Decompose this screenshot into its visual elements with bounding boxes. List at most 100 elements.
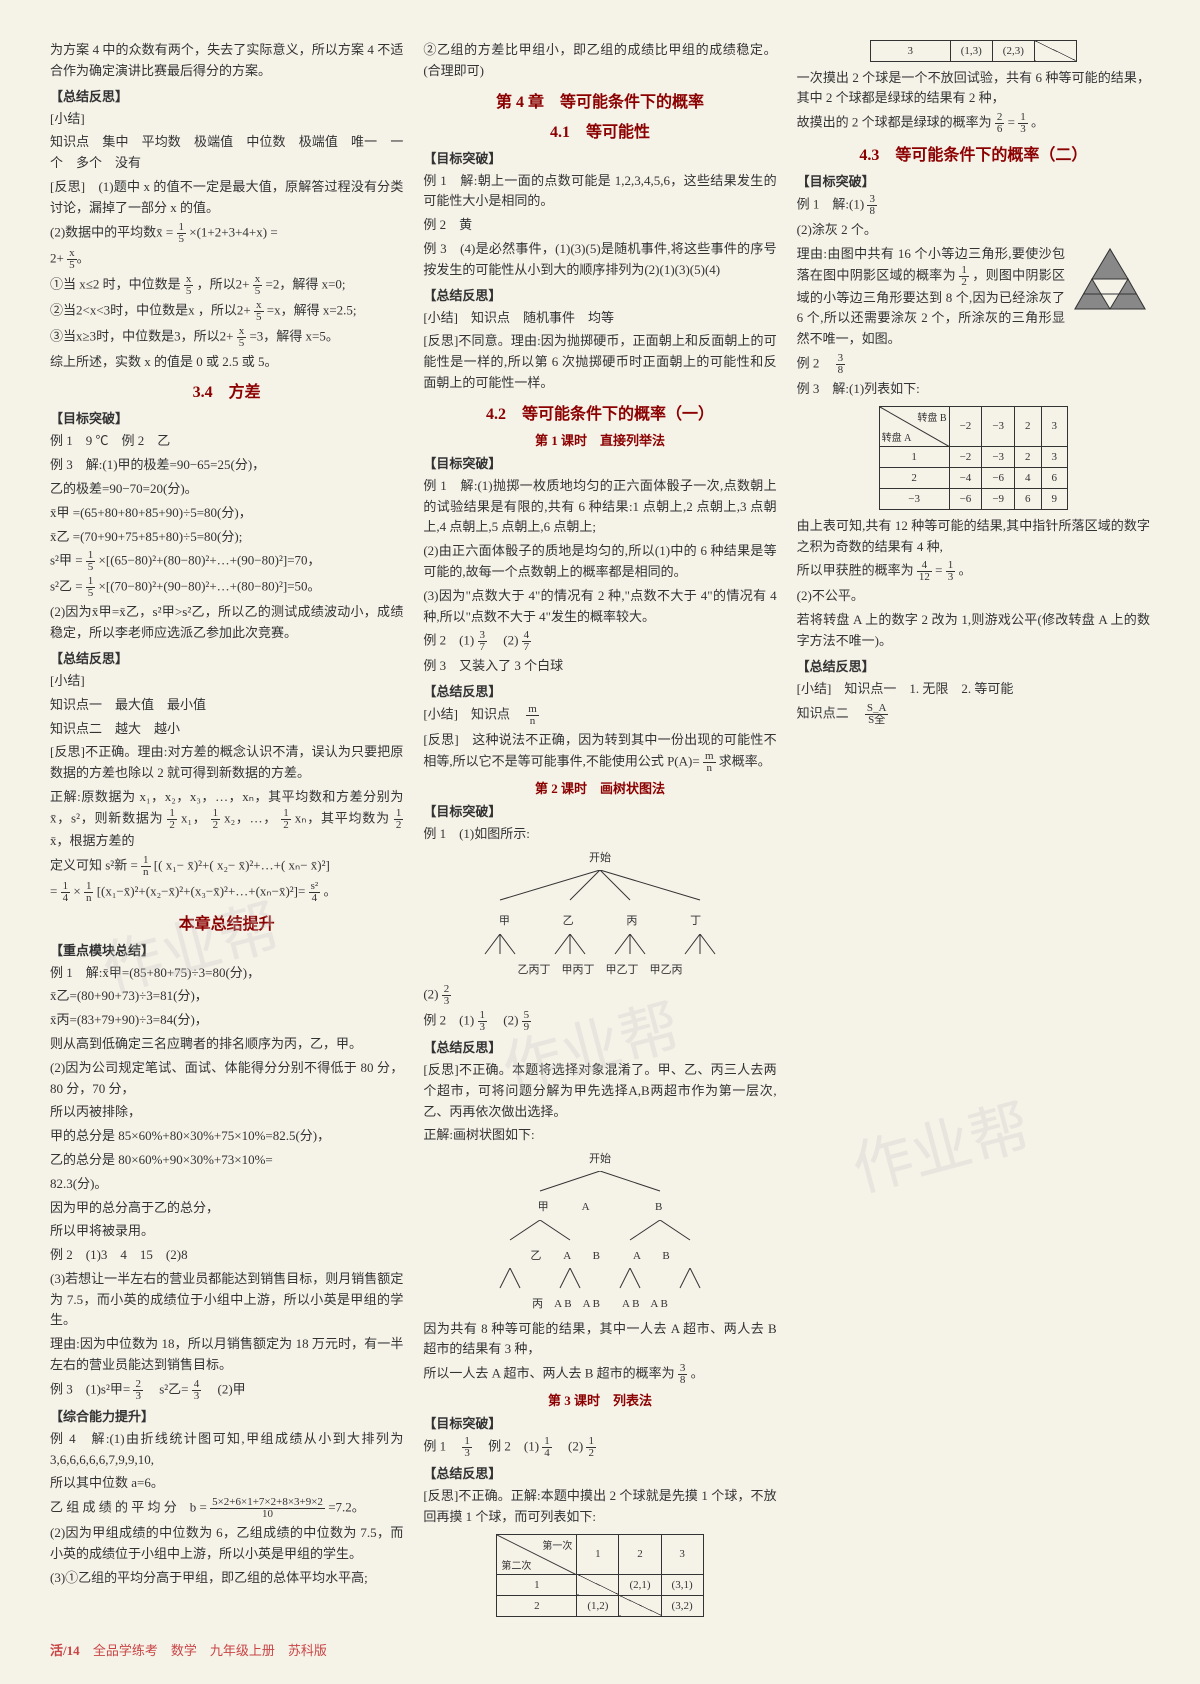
body-text: [小结] 知识点一 1. 无限 2. 等可能 xyxy=(797,679,1150,700)
fraction: 37 xyxy=(478,630,488,653)
fraction: 12 xyxy=(959,265,969,288)
body-text: 例 1 解:朝上一面的点数可能是 1,2,3,4,5,6，这些结果发生的可能性大… xyxy=(423,171,776,213)
body-text: 例 3 解:(1)甲的极差=90−65=25(分)， xyxy=(50,455,403,476)
body-text: [反思]不正确。理由:对方差的概念认识不清，误认为只要把原数据的方差也除以 2 … xyxy=(50,742,403,784)
fraction: 13 xyxy=(1018,112,1028,135)
body-text: [小结] 知识点 mn xyxy=(423,704,776,727)
tree-diagram-2: 开始 甲 A B 乙 A B A B 丙 A B A B A B A B xyxy=(423,1152,776,1313)
fraction: 38 xyxy=(836,353,846,376)
body-text: 所以甲将被录用。 xyxy=(50,1221,403,1242)
fraction: 5×2+6×1+7×2+8×3+9×210 xyxy=(210,1497,325,1520)
body-text: 正解:画树状图如下: xyxy=(423,1125,776,1146)
body-text: 若将转盘 A 上的数字 2 改为 1,则游戏公平(修改转盘 A 上的数字方法不唯… xyxy=(797,610,1150,652)
body-text: ①当 x≤2 时，中位数是 x5 ，所以2+ x5 =2，解得 x=0; xyxy=(50,274,403,297)
body-text: 因为甲的总分高于乙的总分， xyxy=(50,1198,403,1219)
body-text: 例 2 (1) 37 (2) 47 xyxy=(423,630,776,653)
chapter-header: 4.1 等可能性 xyxy=(423,118,776,142)
body-text: 所以丙被排除， xyxy=(50,1102,403,1123)
body-text: = 14 × 1n [(x₁−x̄)²+(x₂−x̄)²+(x₃−x̄)²+…+… xyxy=(50,881,403,904)
body-text: (2)因为公司规定笔试、面试、体能得分分别不得低于 80 分，80 分，70 分… xyxy=(50,1058,403,1100)
body-text: 例 1 13 例 2 (1) 14 (2) 12 xyxy=(423,1436,776,1459)
body-text: (2)涂灰 2 个。 xyxy=(797,220,1150,241)
fraction: 15 xyxy=(86,550,96,573)
body-text: 乙 组 成 绩 的 平 均 分 b = 5×2+6×1+7×2+8×3+9×21… xyxy=(50,1497,403,1520)
body-text: [反思]不正确。本题将选择对象混淆了。甲、乙、丙三人去两个超市，可将问题分解为甲… xyxy=(423,1060,776,1122)
fraction: 12 xyxy=(167,808,177,831)
body-text: 由上表可知,共有 12 种等可能的结果,其中指针所落区域的数字之积为奇数的结果有… xyxy=(797,516,1150,558)
body-text: 所以其中位数 a=6。 xyxy=(50,1473,403,1494)
fraction: s²4 xyxy=(309,881,321,904)
main-content: 为方案 4 中的众数有两个，失去了实际意义，所以方案 4 不适合作为确定演讲比赛… xyxy=(50,40,1150,1620)
body-text: (3)①乙组的平均分高于甲组，即乙组的总体平均水平高; xyxy=(50,1568,403,1589)
body-text: 例 2 (1) 13 (2) 59 xyxy=(423,1010,776,1033)
body-text: 例 1 9 ℃ 例 2 乙 xyxy=(50,431,403,452)
fraction: mn xyxy=(703,751,716,774)
chapter-header: 4.2 等可能条件下的概率（一） xyxy=(423,400,776,424)
fraction: 412 xyxy=(917,560,932,583)
body-text: 综上所述，实数 x 的值是 0 或 2.5 或 5。 xyxy=(50,352,403,373)
body-text: 为方案 4 中的众数有两个，失去了实际意义，所以方案 4 不适合作为确定演讲比赛… xyxy=(50,40,403,82)
section-header: 【目标突破】 xyxy=(423,453,776,472)
body-text: (2)因为x̄甲=x̄乙，s²甲>s²乙，所以乙的测试成绩波动小，成绩稳定，所以… xyxy=(50,602,403,644)
fraction: 13 xyxy=(462,1436,472,1459)
body-text: 例 3 解:(1)列表如下: xyxy=(797,379,1150,400)
section-header: 【目标突破】 xyxy=(797,171,1150,190)
section-header: 【目标突破】 xyxy=(423,1413,776,1432)
body-text: x̄丙=(83+79+90)÷3=84(分)， xyxy=(50,1010,403,1031)
body-text: 例 2 38 xyxy=(797,353,1150,376)
fraction: 23 xyxy=(442,984,452,1007)
fraction: 38 xyxy=(867,194,877,217)
body-text: 所以甲获胜的概率为 412 = 13 。 xyxy=(797,560,1150,583)
body-text: x̄乙 =(70+90+75+85+80)÷5=80(分); xyxy=(50,527,403,548)
body-text: (3)若想让一半左右的营业员都能达到销售目标，则月销售额定为 7.5，而小英的成… xyxy=(50,1269,403,1331)
body-text: ②乙组的方差比甲组小，即乙组的成绩比甲组的成绩稳定。(合理即可) xyxy=(423,40,776,82)
tree-lines-icon xyxy=(470,1220,730,1245)
tree-lines-icon xyxy=(460,870,740,910)
tree-diagram: 开始 甲 乙 丙 丁 乙丙丁 甲丙丁 甲乙丁 甲乙丙 xyxy=(423,851,776,978)
body-text: 例 1 解:(1) 38 xyxy=(797,194,1150,217)
body-text: (2)不公平。 xyxy=(797,586,1150,607)
fraction: 12 xyxy=(281,808,291,831)
body-text: s²甲 = 15 ×[(65−80)²+(80−80)²+…+(90−80)²]… xyxy=(50,550,403,573)
body-text: ②当2<x<3时，中位数是x ，所以2+ x5 =x，解得 x=2.5; xyxy=(50,300,403,323)
body-text: 例 4 解:(1)由折线统计图可知,甲组成绩从小到大排列为 3,6,6,6,6,… xyxy=(50,1429,403,1471)
tree-lines-icon xyxy=(460,934,740,959)
body-text: (3)因为"点数大于 4"的情况有 2 种,"点数不大于 4"的情况有 4 种,… xyxy=(423,586,776,628)
section-header: 【总结反思】 xyxy=(423,285,776,304)
fraction: 47 xyxy=(522,630,532,653)
body-text: 知识点二 S_AS全 xyxy=(797,703,1150,726)
tree-lines-icon xyxy=(470,1268,730,1293)
body-text: 因为共有 8 种等可能的结果，其中一人去 A 超市、两人去 B 超市的结果有 3… xyxy=(423,1319,776,1361)
body-text: 则从高到低确定三名应聘者的排名顺序为丙，乙，甲。 xyxy=(50,1034,403,1055)
body-text: 所以一人去 A 超市、两人去 B 超市的概率为 38 。 xyxy=(423,1363,776,1386)
body-text: 一次摸出 2 个球是一个不放回试验，共有 6 种等可能的结果，其中 2 个球都是… xyxy=(797,68,1150,110)
body-text: 82.3(分)。 xyxy=(50,1174,403,1195)
tree-lines-icon xyxy=(470,1171,730,1196)
page-footer: 活/14 全品学练考 数学 九年级上册 苏科版 xyxy=(50,1640,327,1659)
fraction: S_AS全 xyxy=(865,703,889,726)
chapter-header: 本章总结提升 xyxy=(50,910,403,934)
fraction: x5 xyxy=(184,274,194,297)
body-text: 知识点一 最大值 最小值 xyxy=(50,695,403,716)
probability-table-2: 转盘 B 转盘 A −2 −3 2 3 1−2−323 2−4−646 −3−6… xyxy=(879,406,1068,510)
body-text: [反思]不正确。正解:本题中摸出 2 个球就是先摸 1 个球，不放回再摸 1 个… xyxy=(423,1486,776,1528)
fraction: mn xyxy=(526,704,539,727)
fraction: 12 xyxy=(586,1436,596,1459)
section-header: 【总结反思】 xyxy=(50,86,403,105)
body-text: 乙的极差=90−70=20(分)。 xyxy=(50,479,403,500)
section-header: 【总结反思】 xyxy=(423,1037,776,1056)
body-text: [反思] (1)题中 x 的值不一定是最大值，原解答过程没有分类讨论，漏掉了一部… xyxy=(50,177,403,219)
fraction: 23 xyxy=(133,1379,143,1402)
fraction: 15 xyxy=(177,222,187,245)
fraction: 13 xyxy=(946,560,956,583)
fraction: x5 xyxy=(253,274,263,297)
fraction: x5 xyxy=(67,248,77,271)
lesson-header: 第 1 课时 直接列举法 xyxy=(423,430,776,449)
fraction: 26 xyxy=(995,112,1005,135)
body-text: 例 1 解:x̄甲=(85+80+75)÷3=80(分)， xyxy=(50,963,403,984)
section-header: 【目标突破】 xyxy=(423,148,776,167)
fraction: 38 xyxy=(678,1363,688,1386)
body-text: (2) 23 xyxy=(423,984,776,1007)
fraction: x5 xyxy=(254,300,264,323)
body-text: ③当x≥3时，中位数是3，所以2+ x5 =3，解得 x=5。 xyxy=(50,326,403,349)
